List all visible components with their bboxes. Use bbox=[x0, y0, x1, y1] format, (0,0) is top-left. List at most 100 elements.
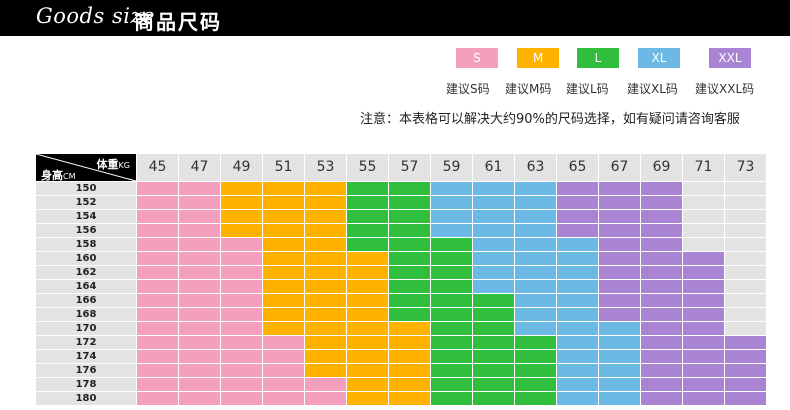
size-cell-xl bbox=[431, 210, 472, 223]
height-label: 身高 bbox=[41, 169, 63, 181]
size-cell-xxl bbox=[641, 210, 682, 223]
height-header: 身高CM bbox=[41, 167, 76, 181]
size-cell-xl bbox=[557, 308, 598, 321]
size-cell-xl bbox=[473, 252, 514, 265]
size-cell-m bbox=[347, 322, 388, 335]
size-cell-s bbox=[221, 364, 262, 377]
height-row-header: 180 bbox=[36, 392, 136, 405]
size-cell-empty bbox=[725, 238, 766, 251]
size-cell-s bbox=[179, 364, 220, 377]
size-cell-m bbox=[305, 210, 346, 223]
size-cell-xl bbox=[557, 378, 598, 391]
size-cell-m bbox=[263, 224, 304, 237]
size-cell-s bbox=[137, 280, 178, 293]
size-cell-xxl bbox=[725, 336, 766, 349]
weight-unit: KG bbox=[118, 161, 130, 170]
size-cell-l bbox=[473, 378, 514, 391]
size-cell-xxl bbox=[557, 196, 598, 209]
weight-column-header: 69 bbox=[641, 154, 682, 181]
size-cell-s bbox=[179, 336, 220, 349]
size-cell-xxl bbox=[641, 266, 682, 279]
size-cell-s bbox=[137, 224, 178, 237]
legend-swatch-m: M bbox=[517, 48, 559, 68]
size-cell-xxl bbox=[725, 378, 766, 391]
size-cell-xxl bbox=[599, 224, 640, 237]
height-row-header: 164 bbox=[36, 280, 136, 293]
size-cell-l bbox=[389, 196, 430, 209]
size-cell-s bbox=[179, 210, 220, 223]
size-cell-s bbox=[137, 182, 178, 195]
size-cell-xxl bbox=[683, 336, 724, 349]
size-cell-l bbox=[431, 322, 472, 335]
size-cell-xl bbox=[431, 182, 472, 195]
size-cell-m bbox=[347, 364, 388, 377]
height-row-header: 166 bbox=[36, 294, 136, 307]
weight-column-header: 73 bbox=[725, 154, 766, 181]
size-cell-s bbox=[221, 378, 262, 391]
size-cell-xxl bbox=[641, 364, 682, 377]
size-cell-xl bbox=[473, 266, 514, 279]
size-cell-xl bbox=[473, 224, 514, 237]
size-cell-xxl bbox=[599, 266, 640, 279]
size-cell-xl bbox=[515, 252, 556, 265]
weight-column-header: 59 bbox=[431, 154, 472, 181]
size-cell-l bbox=[473, 336, 514, 349]
size-cell-xl bbox=[557, 294, 598, 307]
height-row-header: 150 bbox=[36, 182, 136, 195]
size-cell-m bbox=[347, 336, 388, 349]
legend-swatch-l: L bbox=[577, 48, 619, 68]
size-cell-xl bbox=[515, 210, 556, 223]
size-cell-l bbox=[473, 392, 514, 405]
size-cell-s bbox=[137, 238, 178, 251]
size-cell-l bbox=[389, 210, 430, 223]
size-cell-xxl bbox=[683, 280, 724, 293]
size-cell-xxl bbox=[641, 280, 682, 293]
size-cell-m bbox=[347, 308, 388, 321]
size-cell-xl bbox=[515, 238, 556, 251]
size-cell-m bbox=[263, 322, 304, 335]
size-cell-l bbox=[431, 350, 472, 363]
size-cell-l bbox=[473, 350, 514, 363]
height-row-header: 172 bbox=[36, 336, 136, 349]
size-cell-xl bbox=[557, 364, 598, 377]
size-cell-xxl bbox=[683, 252, 724, 265]
weight-column-header: 65 bbox=[557, 154, 598, 181]
size-cell-l bbox=[473, 308, 514, 321]
size-cell-m bbox=[305, 196, 346, 209]
size-cell-s bbox=[221, 350, 262, 363]
size-cell-xxl bbox=[641, 392, 682, 405]
size-cell-xxl bbox=[683, 364, 724, 377]
height-row-header: 176 bbox=[36, 364, 136, 377]
size-cell-xxl bbox=[683, 350, 724, 363]
size-cell-xl bbox=[557, 266, 598, 279]
size-cell-l bbox=[431, 364, 472, 377]
size-cell-l bbox=[389, 252, 430, 265]
size-cell-s bbox=[305, 378, 346, 391]
size-cell-m bbox=[305, 336, 346, 349]
size-cell-empty bbox=[725, 294, 766, 307]
weight-header: 体重KG bbox=[97, 156, 130, 172]
height-row-header: 168 bbox=[36, 308, 136, 321]
size-cell-s bbox=[137, 308, 178, 321]
size-cell-m bbox=[305, 308, 346, 321]
size-cell-s bbox=[221, 252, 262, 265]
size-cell-m bbox=[305, 350, 346, 363]
size-cell-xxl bbox=[641, 308, 682, 321]
size-cell-l bbox=[473, 364, 514, 377]
size-cell-s bbox=[137, 364, 178, 377]
weight-column-header: 53 bbox=[305, 154, 346, 181]
size-cell-empty bbox=[725, 252, 766, 265]
size-cell-m bbox=[263, 238, 304, 251]
size-cell-xxl bbox=[599, 182, 640, 195]
weight-label: 体重 bbox=[96, 158, 119, 171]
height-row-header: 162 bbox=[36, 266, 136, 279]
size-cell-xl bbox=[515, 196, 556, 209]
size-cell-l bbox=[431, 308, 472, 321]
legend-label-xxl: 建议XXL码 bbox=[695, 82, 755, 96]
size-cell-s bbox=[263, 350, 304, 363]
height-row-header: 160 bbox=[36, 252, 136, 265]
size-cell-s bbox=[221, 266, 262, 279]
size-cell-s bbox=[179, 252, 220, 265]
size-cell-empty bbox=[683, 224, 724, 237]
height-row-header: 170 bbox=[36, 322, 136, 335]
